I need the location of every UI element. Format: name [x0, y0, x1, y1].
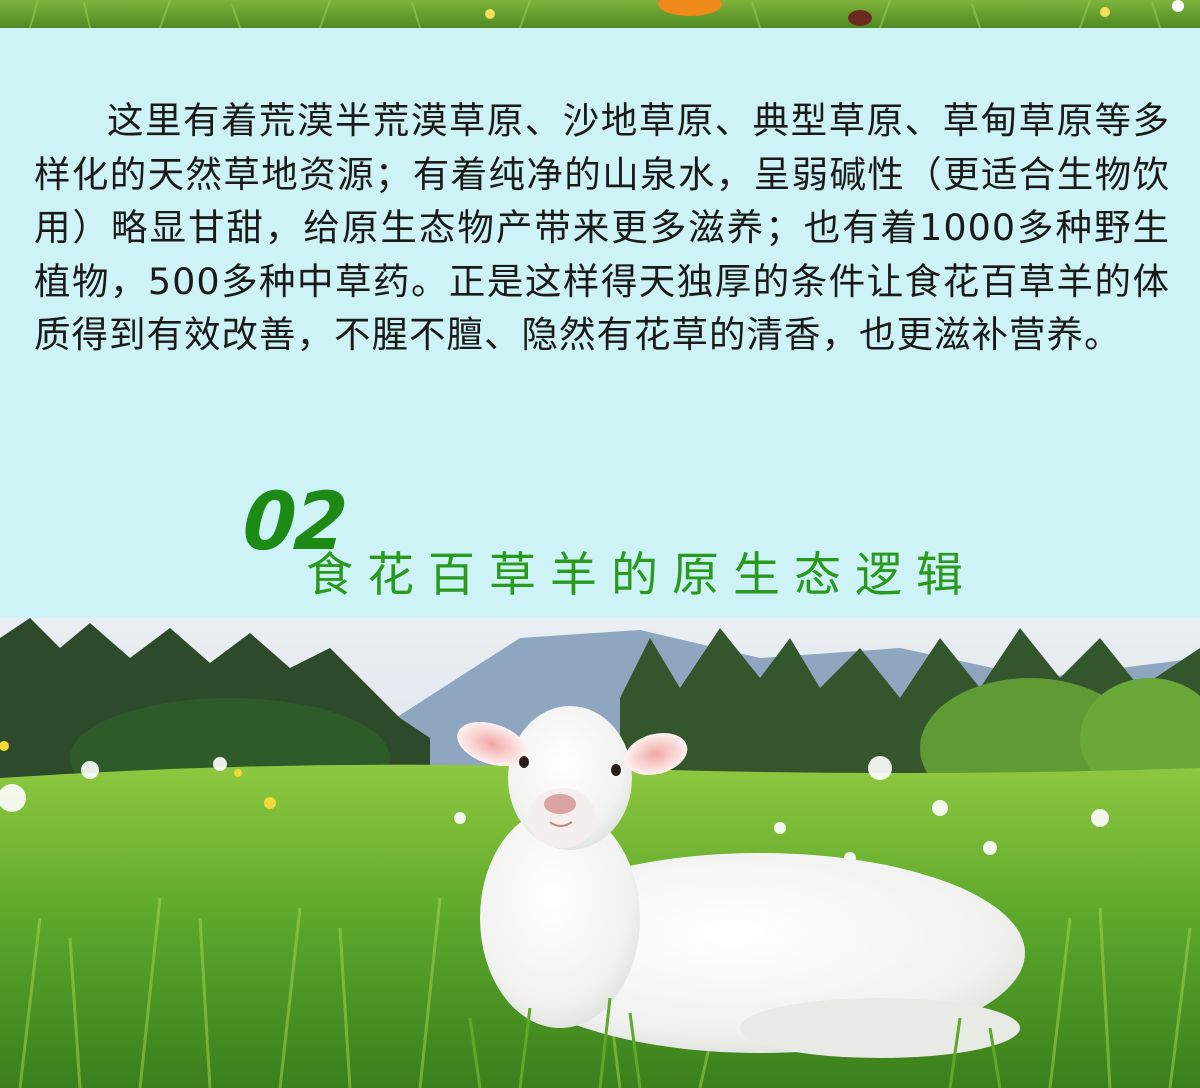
lamb-meadow-photo [0, 618, 1200, 1088]
section-title: 食花百草羊的原生态逻辑 [306, 548, 977, 603]
content-panel: 这里有着荒漠半荒漠草原、沙地草原、典型草原、草甸草原等多样化的天然草地资源；有着… [0, 28, 1200, 618]
lamb-figure [457, 706, 1025, 1058]
intro-paragraph: 这里有着荒漠半荒漠草原、沙地草原、典型草原、草甸草原等多样化的天然草地资源；有着… [34, 99, 1170, 356]
meadow-flower-photo-strip [0, 0, 1200, 28]
